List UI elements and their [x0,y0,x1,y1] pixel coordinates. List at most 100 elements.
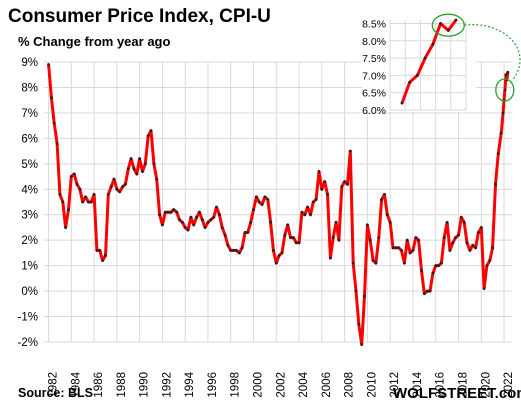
data-point [50,96,53,99]
data-point [149,129,153,133]
data-point [334,221,338,224]
data-point [87,200,90,204]
data-point [192,223,196,227]
data-point [503,88,507,92]
inset-data-point [431,42,435,46]
data-point [397,246,401,250]
data-point [451,241,455,245]
data-point [47,63,50,66]
data-point [218,213,221,217]
data-point [431,271,435,275]
data-point [104,254,107,257]
x-tick-label: 2014 [412,371,424,397]
data-point [252,208,255,212]
data-point [178,218,181,222]
data-point [300,210,304,214]
data-point [440,261,443,265]
data-point [101,259,104,262]
data-point [388,221,392,224]
y-tick-label: 1% [21,261,38,273]
data-point [195,215,199,219]
inset-line [400,19,458,104]
data-point [274,261,278,265]
data-point [346,182,349,186]
data-point [143,162,147,166]
data-point [468,249,472,252]
callout-circle-main [495,78,515,102]
data-point [172,208,176,212]
data-point [155,177,159,181]
data-point [166,210,170,214]
data-point [138,157,142,161]
data-point [294,241,298,245]
data-point [343,180,346,184]
data-point [215,205,218,209]
data-point [501,111,505,115]
data-point [272,249,275,252]
y-tick-label: 7% [21,108,38,120]
callout-connector [464,24,521,81]
data-point [146,134,150,138]
x-tick-label: 2010 [366,372,378,398]
data-point [417,238,420,242]
data-point [383,193,386,196]
inset-y-tick-label: 6.5% [362,88,386,100]
x-tick-label: 2004 [298,371,310,397]
data-point [504,73,508,77]
data-point [457,233,460,237]
data-point [434,264,438,267]
data-point [69,175,73,178]
data-point [203,226,207,229]
data-point [306,205,309,209]
inset-series [400,18,458,105]
data-point [158,213,162,217]
data-point [420,269,423,273]
y-tick-label: 2% [21,235,38,247]
data-point [260,203,264,206]
data-point [445,221,449,224]
data-point [277,254,281,257]
x-tick-label: 1998 [230,372,242,398]
data-point [98,249,102,252]
data-point [121,185,124,189]
data-point [75,182,79,186]
data-point [414,236,418,240]
data-point [220,226,224,229]
data-point [112,177,116,181]
data-point [229,249,233,252]
data-point [331,236,335,240]
data-point [64,226,67,229]
data-point [209,218,213,222]
data-point [422,292,426,295]
data-point [292,236,295,240]
data-point [425,289,429,293]
data-point [405,238,409,242]
data-point [243,231,247,234]
y-tick-label: 4% [21,184,38,196]
x-tick-label: 1990 [139,372,151,398]
data-point [437,264,440,267]
inset-data-point [400,101,404,105]
data-point [72,172,76,176]
data-point [442,236,446,240]
data-point [235,249,238,252]
inset-y-tick-label: 7.0% [362,70,386,82]
data-point [263,195,267,199]
data-point [237,251,241,255]
data-point [394,246,398,250]
x-tick-label: 2022 [503,372,515,398]
x-tick-label: 2002 [275,372,287,398]
data-point [488,259,492,262]
data-point [163,210,167,214]
data-point [115,187,119,191]
data-point [385,213,389,217]
data-point [323,180,327,184]
data-point [186,228,190,232]
y-tick-label: 8% [21,82,38,94]
brand-label: WOLFSTREET.com [393,385,521,402]
x-tick-label: 2020 [480,372,492,398]
data-point [255,195,258,199]
y-tick-label: 3% [21,210,38,222]
chart-title: Consumer Price Index, CPI-U [8,6,271,27]
